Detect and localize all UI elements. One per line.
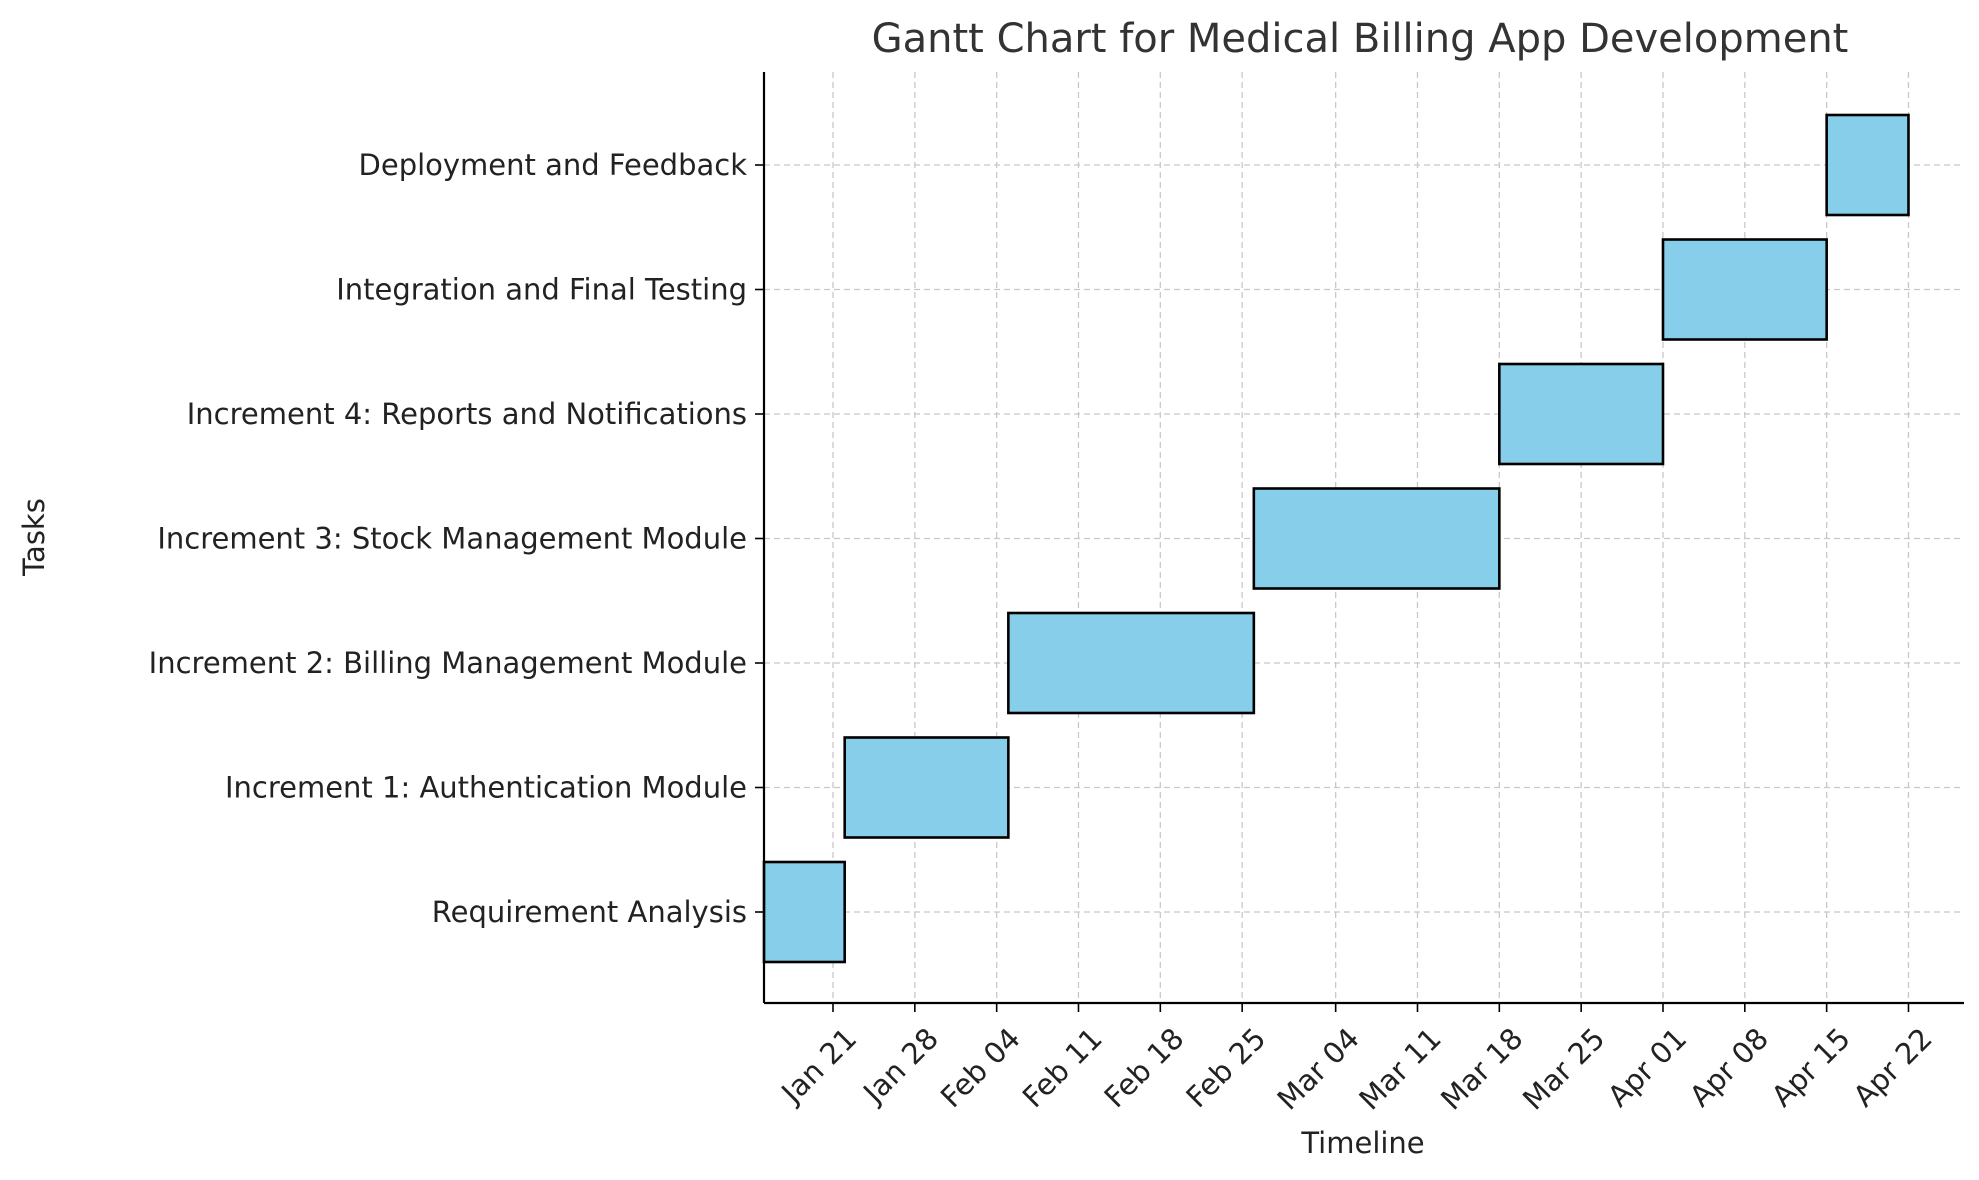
task-label: Increment 2: Billing Management Module [149,646,747,680]
task-bar [1825,113,1910,217]
x-tick-label: Jan 28 [855,1021,945,1111]
y-axis-label: Tasks [17,498,51,577]
x-axis-label: Timeline [1300,1126,1424,1160]
task-label: Integration and Final Testing [336,273,747,307]
x-tick-label: Feb 25 [1179,1021,1272,1114]
chart-title: Gantt Chart for Medical Billing App Deve… [872,16,1849,62]
task-label: Deployment and Feedback [359,148,748,182]
x-tick-label: Feb 11 [1016,1021,1109,1114]
x-tick-label: Apr 15 [1765,1021,1857,1113]
x-tick-label: Apr 22 [1847,1021,1939,1113]
task-bar [1661,238,1828,341]
task-bar [762,860,846,964]
task-bar [1007,611,1256,715]
x-tick-label: Mar 04 [1271,1021,1366,1116]
task-label: Requirement Analysis [432,895,747,929]
bars-layer [762,113,1910,964]
x-tick-label: Apr 08 [1683,1021,1775,1113]
task-bar [843,736,1010,839]
task-bar [1252,487,1501,590]
x-tick-label: Feb 04 [934,1021,1027,1114]
task-label: Increment 1: Authentication Module [225,771,747,805]
x-tick-label: Mar 18 [1434,1021,1529,1116]
x-tick-label: Apr 01 [1601,1021,1693,1113]
x-tick-label: Jan 21 [774,1021,864,1111]
x-tick-label: Mar 11 [1352,1021,1447,1116]
axes-layer [762,72,1964,1005]
task-label: Increment 3: Stock Management Module [157,522,747,556]
x-tick-label: Feb 18 [1098,1021,1191,1114]
x-tick-label: Mar 25 [1516,1021,1611,1116]
task-bar [1498,362,1665,466]
y-ticks: Requirement Analysis Increment 1: Authent… [149,148,764,929]
task-label: Increment 4: Reports and Notifications [187,397,747,431]
